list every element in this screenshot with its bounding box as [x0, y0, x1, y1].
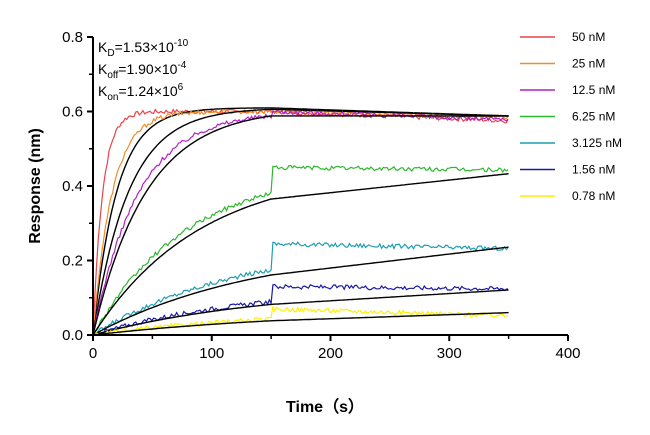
- x-axis-title: Time（s）: [286, 398, 364, 416]
- legend-label: 1.56 nM: [572, 163, 615, 177]
- kinetics-annotation: KD=1.53×10-10 Koff=1.90×10-4 Kon=1.24×10…: [98, 38, 189, 103]
- legend-label: 12.5 nM: [572, 83, 615, 97]
- fit-line: [92, 115, 509, 336]
- legend-label: 0.78 nM: [572, 189, 615, 203]
- x-tick-label: 300: [437, 345, 462, 362]
- x-tick-label: 400: [555, 345, 580, 362]
- y-axis-title: Response (nm): [27, 128, 44, 244]
- data-series-line: [92, 283, 509, 336]
- x-tick-label: 100: [199, 345, 224, 362]
- kon-label: Kon=1.24×106: [98, 82, 184, 103]
- data-series-line: [92, 108, 509, 336]
- fit-line: [92, 246, 509, 336]
- y-tick-label: 0.6: [62, 104, 83, 121]
- fit-line: [92, 107, 509, 336]
- fit-line: [92, 108, 509, 336]
- y-tick-label: 0.8: [62, 29, 83, 46]
- y-tick-label: 0.4: [62, 178, 83, 195]
- plot-area: [92, 107, 509, 336]
- x-tick-label: 0: [89, 345, 97, 362]
- legend-label: 3.125 nM: [572, 136, 622, 150]
- koff-label: Koff=1.90×10-4: [98, 60, 187, 81]
- legend-label: 50 nM: [572, 30, 605, 44]
- data-series-line: [92, 109, 509, 336]
- data-series-line: [92, 241, 509, 336]
- kd-label: KD=1.53×10-10: [98, 38, 189, 59]
- data-series-line: [92, 164, 509, 336]
- x-ticks: 0 100 200 300 400: [89, 335, 581, 362]
- legend-label: 25 nM: [572, 57, 605, 71]
- y-ticks: 0.0 0.2 0.4 0.6 0.8: [62, 29, 93, 344]
- legend: 50 nM 25 nM 12.5 nM 6.25 nM 3.125 nM 1.56 nM 0…: [520, 30, 622, 203]
- y-tick-label: 0.2: [62, 253, 83, 270]
- legend-label: 6.25 nM: [572, 110, 615, 124]
- x-tick-label: 200: [318, 345, 343, 362]
- fit-line: [92, 289, 509, 336]
- data-series-line: [92, 108, 509, 336]
- y-tick-label: 0.0: [62, 327, 83, 344]
- fit-line: [92, 173, 509, 336]
- fit-line: [92, 311, 509, 336]
